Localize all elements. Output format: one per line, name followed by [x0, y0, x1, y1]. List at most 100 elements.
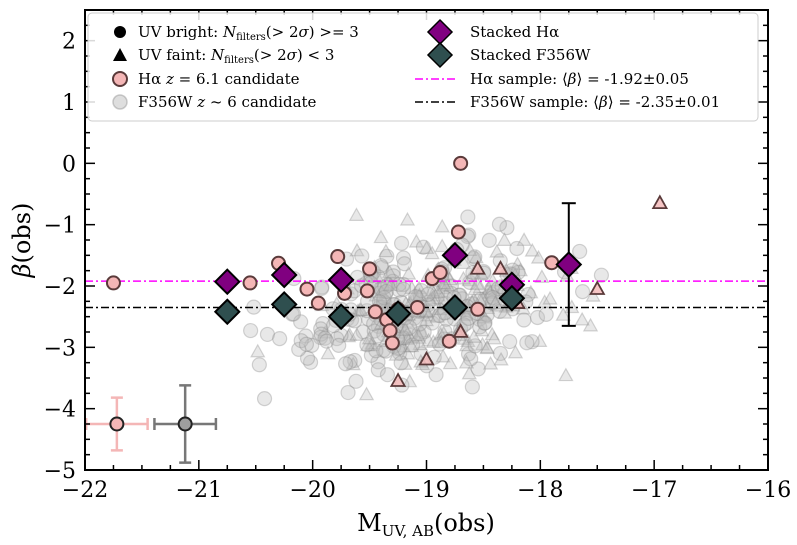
bg-candidate-point [572, 243, 588, 260]
bg-candidate-point [370, 362, 386, 378]
bg-candidate-point [418, 240, 435, 254]
stacked-f356w-point [213, 298, 241, 326]
bg-candidate-point [418, 312, 435, 327]
bg-candidate-point [313, 326, 329, 342]
bg-candidate-point [340, 328, 357, 343]
bg-candidate-point [464, 379, 480, 395]
bg-candidate-point [458, 354, 475, 369]
bg-candidate-point [359, 337, 376, 352]
bg-candidate-point [399, 211, 416, 226]
bg-candidate-point [312, 329, 329, 346]
y-tick-label: 2 [62, 30, 76, 55]
bg-candidate-point [477, 315, 493, 331]
bg-candidate-point [496, 304, 513, 319]
bg-candidate-point [555, 307, 571, 321]
bg-candidate-point [402, 327, 419, 343]
bg-candidate-point [350, 303, 366, 317]
bg-candidate-point [315, 315, 331, 332]
y-tick-label: −5 [44, 459, 76, 484]
bg-candidate-point [516, 232, 532, 246]
y-tick-label: −2 [44, 275, 76, 300]
stacked-f356w-point [498, 284, 526, 312]
legend-stacked-ha-text: Stacked Hα [470, 23, 559, 41]
error-example-point [177, 416, 193, 432]
bg-candidate-point [298, 328, 314, 344]
bg-candidate-point [485, 272, 501, 287]
bg-candidate-point [435, 348, 451, 363]
bg-candidate-point [439, 277, 456, 292]
bg-candidate-point [383, 277, 399, 291]
bg-candidate-point [331, 337, 347, 353]
bg-candidate-point [476, 309, 492, 324]
bg-candidate-point [402, 329, 419, 344]
x-axis-label: MUV, AB(obs) [357, 509, 495, 540]
bg-candidate-point [348, 207, 365, 221]
bg-candidate-point [359, 337, 375, 353]
bg-candidate-point [466, 329, 482, 343]
bg-candidate-point [538, 306, 554, 322]
bg-candidate-point [256, 391, 273, 407]
bg-candidate-point [412, 316, 428, 332]
bg-candidate-point [470, 361, 486, 377]
ha-candidate-point [382, 323, 398, 339]
bg-candidate-point [424, 245, 440, 260]
bg-candidate-point [507, 344, 524, 359]
bg-candidate-point [524, 334, 540, 350]
bg-candidate-point [424, 290, 441, 305]
bg-candidate-point [435, 280, 451, 295]
bg-candidate-point [516, 312, 532, 328]
bg-candidate-point [411, 280, 427, 295]
bg-candidate-point [320, 345, 336, 360]
bg-candidate-point [461, 272, 477, 287]
bg-candidate-point [317, 330, 333, 346]
bg-candidate-point [564, 299, 580, 314]
bg-candidate-point [373, 229, 389, 244]
bg-candidate-point [379, 367, 396, 383]
bg-candidate-point [492, 345, 509, 362]
bg-candidate-point [302, 354, 319, 370]
bg-candidate-point [458, 307, 474, 322]
bg-candidate-point [340, 384, 356, 401]
bg-candidate-point [368, 343, 384, 359]
bg-candidate-point [293, 314, 309, 330]
bg-candidate-point [420, 307, 436, 322]
ha-candidate-point [299, 281, 315, 297]
legend-ha-line-text: Hα sample: ⟨β⟩ = -1.92±0.05 [470, 70, 689, 88]
bg-candidate-point [499, 220, 515, 236]
bg-candidate-point [370, 354, 386, 370]
ha-candidate-point [384, 335, 400, 351]
bg-candidate-point [486, 330, 502, 345]
error-example-point [109, 416, 125, 432]
stacked-points [213, 202, 583, 331]
bg-candidate-point [376, 289, 392, 306]
y-tick-label: 1 [62, 91, 76, 116]
bg-candidate-point [479, 340, 495, 355]
bg-candidate-point [472, 279, 488, 294]
bg-candidate-point [469, 276, 485, 290]
bg-candidate-point [484, 326, 500, 341]
bg-candidate-point [467, 338, 483, 354]
ha-candidate-point [105, 275, 121, 291]
bg-candidate-point [425, 285, 442, 300]
bg-candidate-point [574, 284, 591, 300]
bg-candidate-point [460, 310, 476, 326]
bg-candidate-point [458, 337, 475, 352]
bg-candidate-point [251, 357, 267, 373]
ha-candidate-point [330, 249, 346, 265]
bg-candidate-point [404, 337, 421, 353]
bg-candidate-point [430, 284, 446, 298]
bg-candidate-point [291, 341, 307, 357]
bg-candidate-point [392, 345, 408, 361]
bg-candidate-point [420, 332, 437, 347]
bg-candidate-point [329, 330, 345, 347]
bg-candidate-point [493, 351, 509, 366]
bg-candidate-point [412, 336, 428, 351]
bg-candidate-point [361, 330, 378, 345]
bg-candidate-point [491, 216, 508, 232]
bg-candidate-point [304, 337, 320, 354]
bg-candidate-point [379, 248, 395, 264]
bg-candidate-point [400, 265, 417, 280]
bg-candidate-point [585, 287, 601, 302]
bg-candidate-point [460, 209, 476, 225]
bg-candidate-point [408, 233, 425, 248]
